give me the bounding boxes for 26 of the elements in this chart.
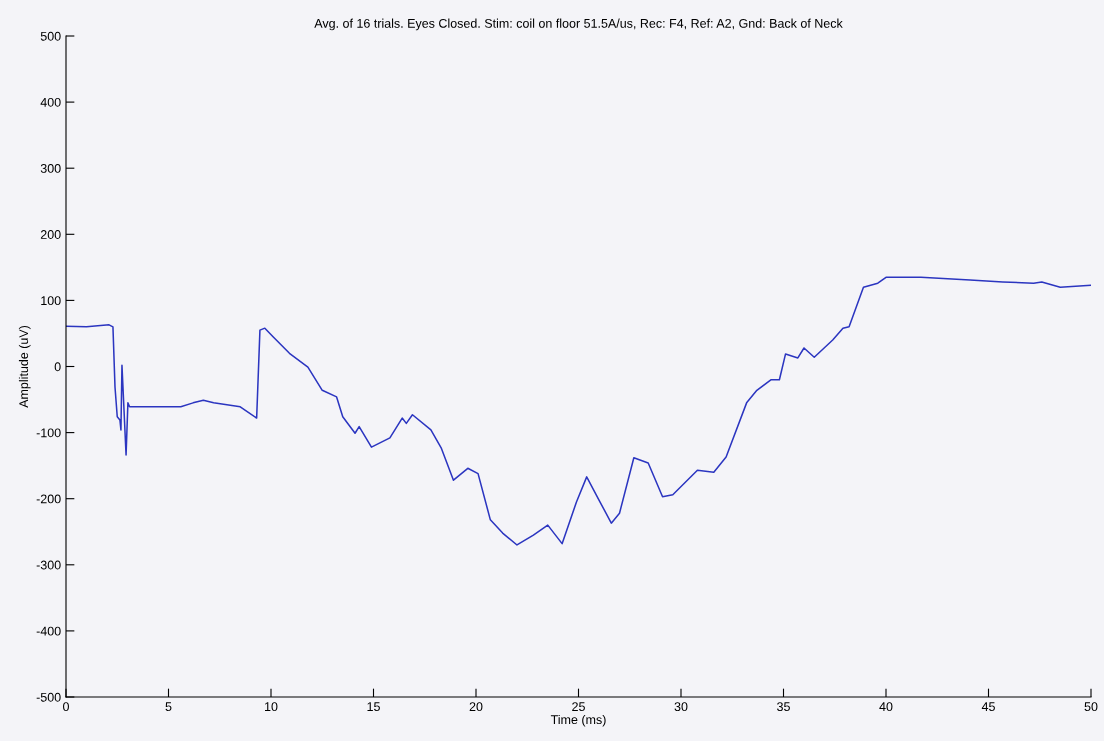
y-tick-label: 500 <box>40 31 61 41</box>
x-tick-label: 20 <box>469 702 483 712</box>
x-tick-label: 30 <box>674 702 688 712</box>
x-axis-title: Time (ms) <box>550 714 606 727</box>
y-tick-label: 200 <box>40 230 61 239</box>
x-tick-label: 45 <box>981 702 995 712</box>
y-axis-title: Amplitude (uV) <box>18 325 31 408</box>
y-tick-label: -100 <box>36 428 61 438</box>
y-tick-label: -500 <box>36 692 61 702</box>
y-tick-label: -200 <box>36 494 61 504</box>
y-tick-label: 300 <box>40 164 61 173</box>
chart-title: Avg. of 16 trials. Eyes Closed. Stim: coil on floor 51.5A/us, Rec: F4, Ref: A2, Gnd: Back of Neck <box>314 18 843 31</box>
y-tick-label: 0 <box>54 362 61 372</box>
x-tick-label: 35 <box>777 702 790 712</box>
y-tick-label: 400 <box>40 97 61 107</box>
x-tick-label: 25 <box>572 702 585 712</box>
x-tick-label: 40 <box>879 702 893 712</box>
x-tick-label: 50 <box>1084 702 1098 712</box>
x-tick-label: 0 <box>63 702 69 712</box>
y-tick-label: -300 <box>36 560 61 570</box>
x-tick-label: 15 <box>367 702 380 712</box>
y-tick-label: 100 <box>41 296 61 306</box>
x-tick-label: 5 <box>165 702 172 712</box>
x-tick-label: 10 <box>265 702 278 712</box>
y-tick-label: -400 <box>36 626 61 636</box>
line-series <box>66 276 1091 546</box>
